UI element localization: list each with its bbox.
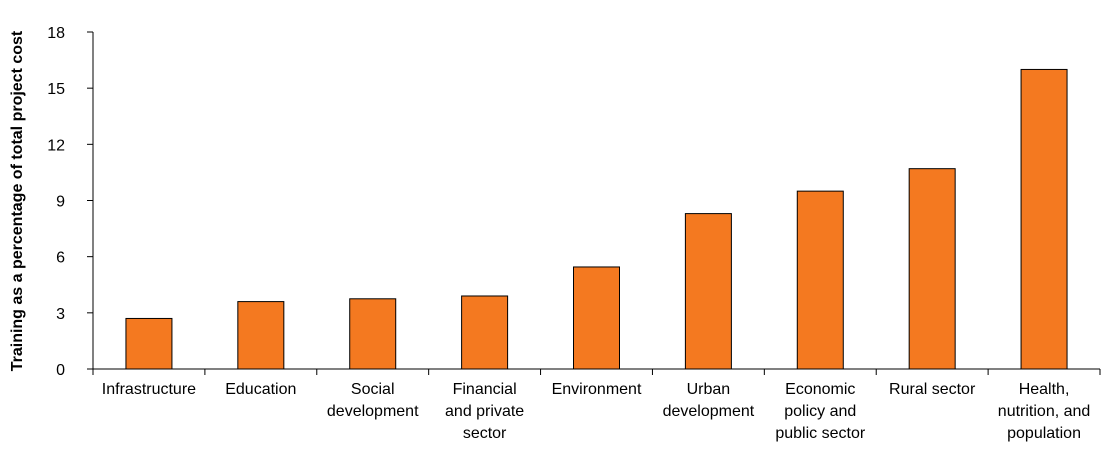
bar [125, 317, 173, 370]
category-label: Urban development [663, 381, 755, 420]
bar [796, 190, 844, 370]
y-tick-label: 0 [56, 362, 65, 379]
y-tick-label: 18 [47, 25, 65, 42]
category-label: Health, nutrition, and population [998, 381, 1091, 442]
category-label: Rural sector [889, 381, 976, 398]
category-label-line: Environment [552, 381, 642, 398]
y-tick-label: 6 [56, 250, 65, 267]
x-axis [92, 368, 1101, 375]
category-label-line: Health, [1019, 381, 1070, 398]
y-axis-label: Training as a percentage of total projec… [9, 30, 26, 371]
y-tick-label: 12 [47, 137, 65, 154]
bar [237, 301, 285, 370]
category-label-line: nutrition, and [998, 403, 1091, 420]
category-label-line: sector [463, 425, 507, 442]
category-label-line: policy and [784, 403, 856, 420]
category-label-line: Economic [785, 381, 855, 398]
category-label-line: public sector [775, 425, 865, 442]
category-label-line: development [327, 403, 419, 420]
category-labels: Infrastructure Education Social development… [102, 381, 1091, 442]
y-tick-label: 3 [56, 306, 65, 323]
category-label-line: population [1007, 425, 1081, 442]
category-label-line: Infrastructure [102, 381, 196, 398]
bar [1020, 68, 1068, 370]
category-label-line: Financial [453, 381, 517, 398]
category-label: Financial and private sector [445, 381, 524, 442]
category-label-line: Rural sector [889, 381, 976, 398]
bar [573, 266, 620, 370]
y-tick-label: 15 [47, 81, 65, 98]
category-label-line: and private [445, 403, 524, 420]
category-label-line: Social [351, 381, 395, 398]
bar [461, 295, 509, 370]
category-label: Social development [327, 381, 419, 420]
bar [684, 213, 732, 370]
category-label: Economic policy and public sector [775, 381, 865, 442]
y-tick-label: 9 [56, 194, 65, 211]
y-axis: 0 3 6 9 12 15 18 [47, 25, 94, 379]
category-label-line: development [663, 403, 755, 420]
bar [349, 298, 397, 370]
category-label: Environment [552, 381, 642, 398]
category-label: Education [225, 381, 296, 398]
category-label-line: Urban [687, 381, 731, 398]
category-label: Infrastructure [102, 381, 196, 398]
bars [125, 68, 1068, 370]
bar [908, 168, 956, 370]
category-label-line: Education [225, 381, 296, 398]
